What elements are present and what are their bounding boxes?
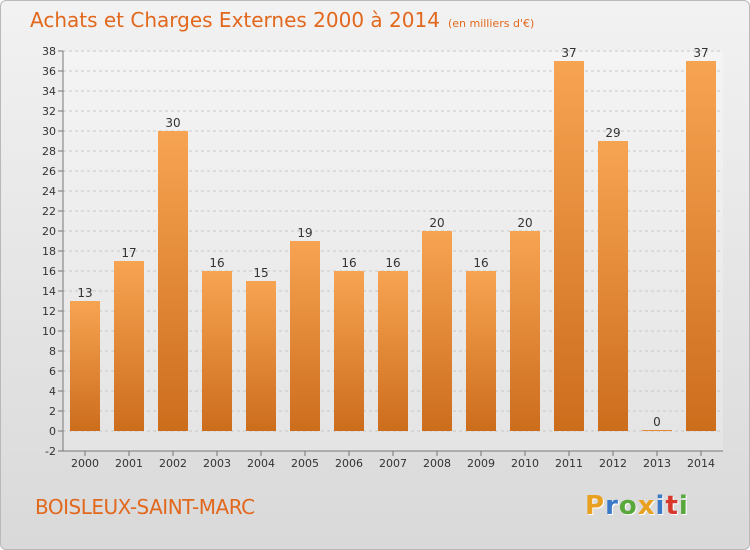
y-tick-label: 16	[42, 265, 56, 278]
bar-2003	[202, 271, 232, 431]
y-tick-label: 22	[42, 205, 56, 218]
chart-frame: Achats et Charges Externes 2000 à 2014 (e…	[0, 0, 750, 550]
proxiti-logo: Proxiti	[585, 491, 689, 521]
data-label-2009: 16	[473, 256, 488, 270]
bar-chart: -202468101214161820222426283032343638 13…	[1, 1, 750, 550]
y-tick-label: 24	[42, 185, 56, 198]
bar-2001	[114, 261, 144, 431]
x-tick-label-2010: 2010	[511, 457, 539, 470]
x-tick-label-2006: 2006	[335, 457, 363, 470]
y-tick-label: 38	[42, 45, 56, 58]
bar-2009	[466, 271, 496, 431]
x-tick-label-2014: 2014	[687, 457, 715, 470]
bar-2010	[510, 231, 540, 431]
data-label-2000: 13	[77, 286, 92, 300]
y-tick-label: 34	[42, 85, 56, 98]
bar-2011	[554, 61, 584, 431]
commune-name: BOISLEUX-SAINT-MARC	[35, 495, 255, 519]
logo-letter: i	[656, 491, 666, 521]
x-tick-label-2001: 2001	[115, 457, 143, 470]
y-tick-label: -2	[45, 445, 56, 458]
y-tick-label: 30	[42, 125, 56, 138]
data-label-2005: 19	[297, 226, 312, 240]
x-tick-label-2003: 2003	[203, 457, 231, 470]
bar-2000	[70, 301, 100, 431]
logo-letter: t	[665, 491, 678, 521]
bar-2008	[422, 231, 452, 431]
data-label-2004: 15	[253, 266, 268, 280]
data-label-2008: 20	[429, 216, 444, 230]
y-tick-label: 6	[49, 365, 56, 378]
bar-2007	[378, 271, 408, 431]
data-label-2014: 37	[693, 46, 708, 60]
data-label-2012: 29	[605, 126, 620, 140]
x-tick-label-2012: 2012	[599, 457, 627, 470]
data-label-2006: 16	[341, 256, 356, 270]
x-tick-label-2004: 2004	[247, 457, 275, 470]
x-tick-label-2007: 2007	[379, 457, 407, 470]
y-tick-label: 12	[42, 305, 56, 318]
y-tick-label: 20	[42, 225, 56, 238]
bar-2006	[334, 271, 364, 431]
data-label-2013: 0	[653, 415, 661, 429]
bar-2005	[290, 241, 320, 431]
logo-letter: x	[638, 491, 656, 521]
bar-2012	[598, 141, 628, 431]
y-tick-label: 14	[42, 285, 56, 298]
bar-2002	[158, 131, 188, 431]
data-label-2003: 16	[209, 256, 224, 270]
bar-2014	[686, 61, 716, 431]
bar-2013	[642, 430, 672, 431]
data-label-2002: 30	[165, 116, 180, 130]
y-tick-label: 2	[49, 405, 56, 418]
y-tick-label: 4	[49, 385, 56, 398]
logo-letter: P	[585, 491, 605, 521]
data-label-2010: 20	[517, 216, 532, 230]
y-tick-label: 0	[49, 425, 56, 438]
y-tick-label: 28	[42, 145, 56, 158]
data-label-2011: 37	[561, 46, 576, 60]
x-tick-label-2002: 2002	[159, 457, 187, 470]
x-tick-label-2013: 2013	[643, 457, 671, 470]
y-tick-label: 36	[42, 65, 56, 78]
data-label-2001: 17	[121, 246, 136, 260]
y-tick-label: 8	[49, 345, 56, 358]
y-tick-label: 10	[42, 325, 56, 338]
bar-2004	[246, 281, 276, 431]
logo-letter: i	[679, 491, 689, 521]
x-tick-label-2000: 2000	[71, 457, 99, 470]
data-label-2007: 16	[385, 256, 400, 270]
y-tick-label: 32	[42, 105, 56, 118]
y-tick-label: 18	[42, 245, 56, 258]
x-tick-label-2008: 2008	[423, 457, 451, 470]
x-tick-label-2005: 2005	[291, 457, 319, 470]
logo-letter: o	[619, 491, 638, 521]
x-tick-label-2009: 2009	[467, 457, 495, 470]
y-tick-label: 26	[42, 165, 56, 178]
x-tick-label-2011: 2011	[555, 457, 583, 470]
logo-letter: r	[605, 491, 619, 521]
